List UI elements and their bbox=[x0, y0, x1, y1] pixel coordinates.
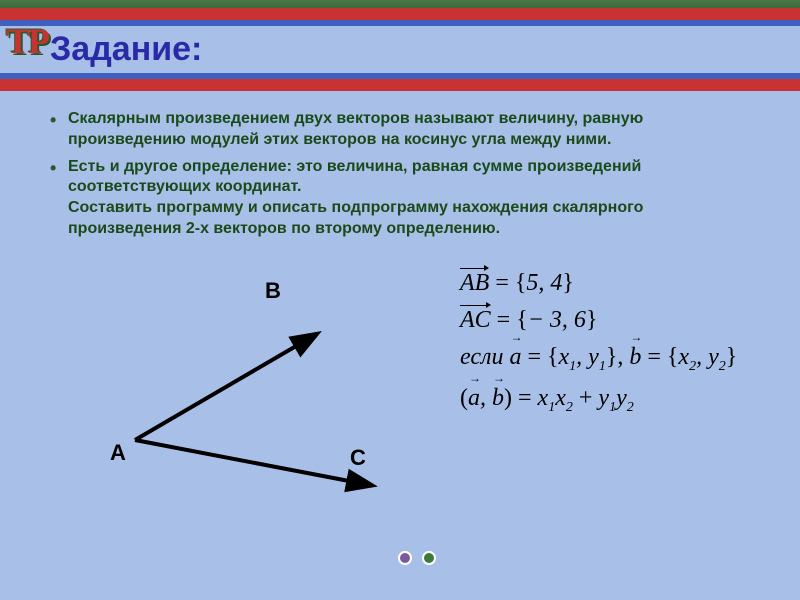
vector-ab bbox=[135, 335, 315, 440]
formula-ab: AB = {5, 4} bbox=[460, 270, 737, 297]
bullet-list: Скалярным произведением двух векторов на… bbox=[50, 109, 760, 240]
list-item: Есть и другое определение: это величина,… bbox=[50, 157, 760, 240]
label-a: A bbox=[110, 440, 126, 466]
vector-diagram bbox=[105, 290, 425, 520]
top-red-band bbox=[0, 8, 800, 20]
formula-ac: AC = {− 3, 6} bbox=[460, 307, 737, 334]
list-item: Скалярным произведением двух векторов на… bbox=[50, 109, 760, 151]
nav-dots bbox=[395, 551, 439, 570]
top-green-band bbox=[0, 0, 800, 8]
vector-ac bbox=[135, 440, 370, 485]
formula-result: (a, b) = x1x2 + y1y2 bbox=[460, 385, 737, 416]
dot-icon bbox=[398, 551, 412, 565]
math-formulas: AB = {5, 4} AC = {− 3, 6} если a = {x1, … bbox=[460, 270, 737, 426]
content-area: Скалярным произведением двух векторов на… bbox=[0, 91, 800, 540]
label-c: C bbox=[350, 445, 366, 471]
dot-icon bbox=[422, 551, 436, 565]
mid-red-band bbox=[0, 79, 800, 91]
title-area: ТР Задание: bbox=[0, 26, 800, 73]
label-b: B bbox=[265, 278, 281, 304]
diagram-area: A B C AB = {5, 4} AC = {− 3, 6} если a =… bbox=[50, 270, 760, 540]
page-title: Задание: bbox=[50, 30, 800, 69]
logo-badge: ТР bbox=[6, 20, 48, 62]
